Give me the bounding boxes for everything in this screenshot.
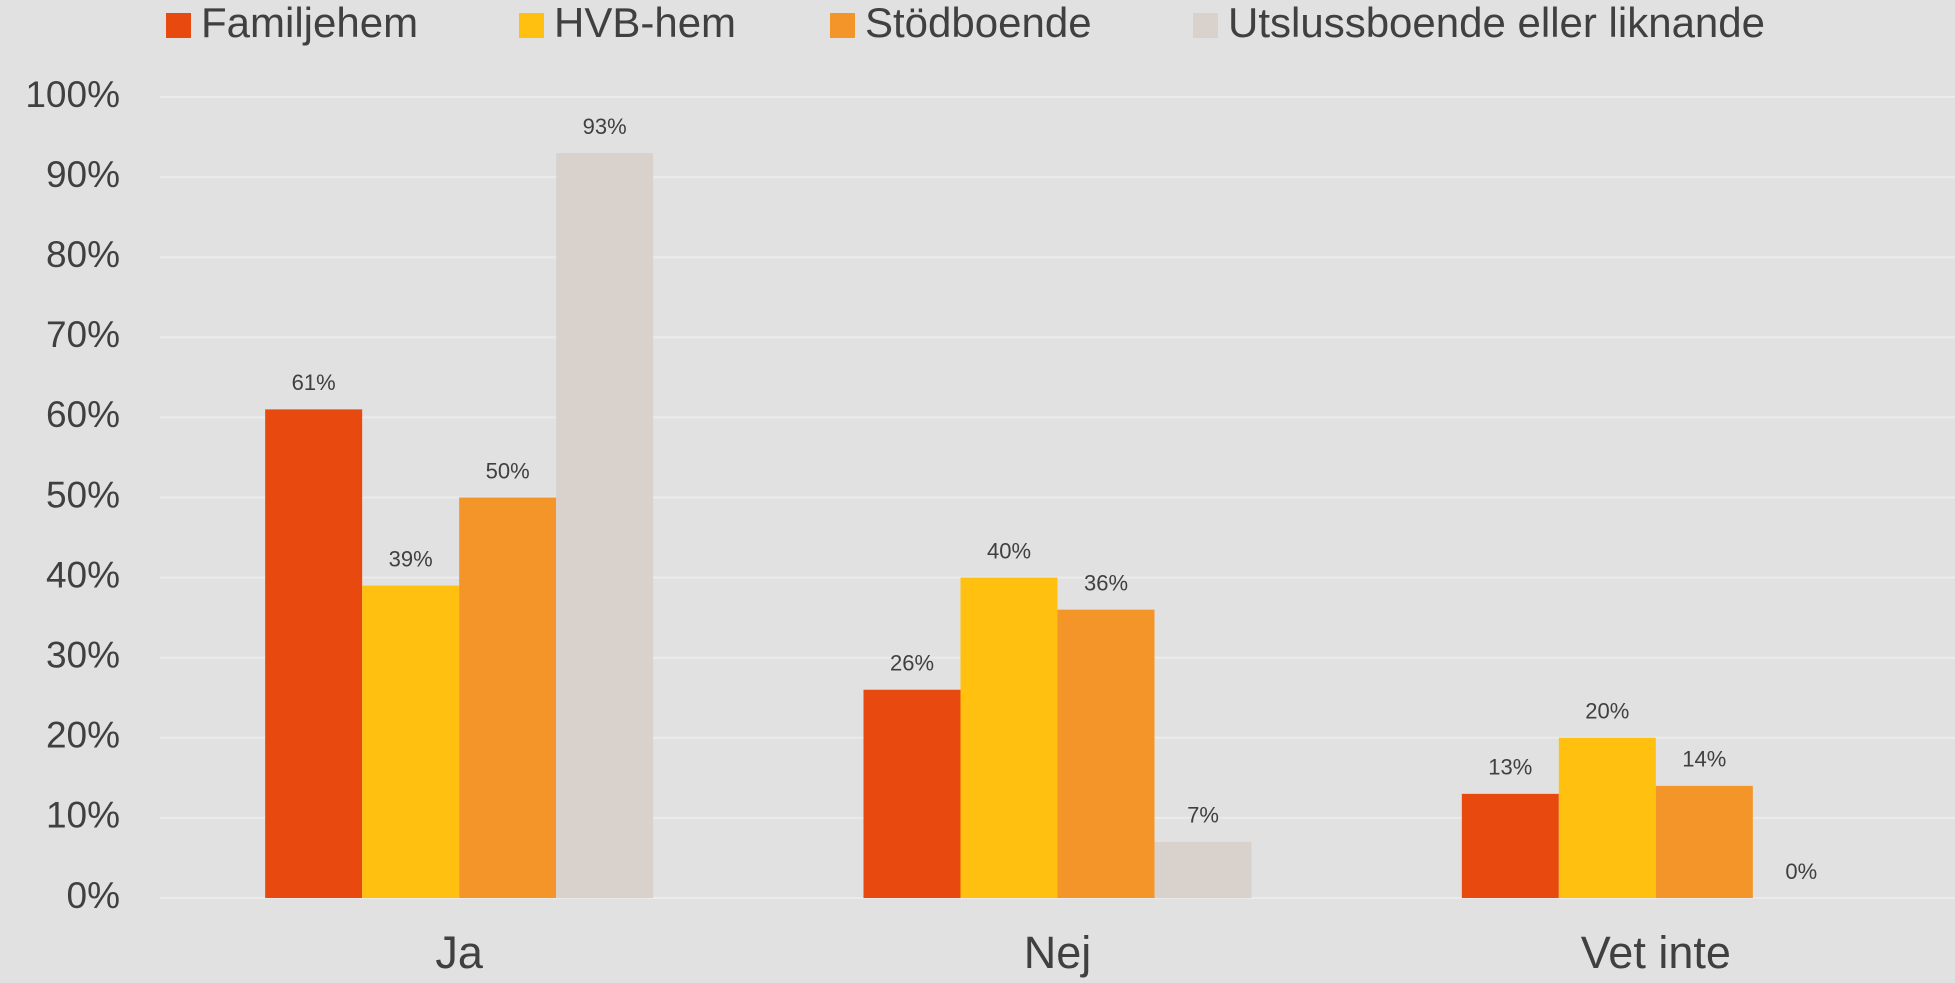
legend-label: Stödboende xyxy=(865,0,1092,46)
y-tick-label: 50% xyxy=(46,474,120,515)
value-label: 50% xyxy=(486,458,530,483)
value-label: 61% xyxy=(292,370,336,395)
value-label: 14% xyxy=(1682,747,1726,772)
y-tick-label: 30% xyxy=(46,634,120,675)
legend-swatch xyxy=(830,13,855,38)
value-label: 20% xyxy=(1585,699,1629,724)
bar xyxy=(362,585,460,898)
bar xyxy=(960,577,1058,898)
bar xyxy=(459,497,557,898)
y-tick-label: 60% xyxy=(46,394,120,435)
bar xyxy=(1154,841,1252,898)
legend-label: Utslussboende eller liknande xyxy=(1228,0,1765,46)
x-tick-label: Vet inte xyxy=(1581,927,1731,978)
legend-swatch xyxy=(166,13,191,38)
value-label: 36% xyxy=(1084,570,1128,595)
value-label: 40% xyxy=(987,538,1031,563)
legend-swatch xyxy=(1193,13,1218,38)
value-label: 7% xyxy=(1187,803,1219,828)
bar xyxy=(265,409,363,898)
value-label: 0% xyxy=(1785,859,1817,884)
bar xyxy=(1057,609,1155,898)
value-label: 26% xyxy=(890,651,934,676)
bar xyxy=(556,153,654,898)
y-tick-label: 70% xyxy=(46,314,120,355)
y-tick-label: 20% xyxy=(46,715,120,756)
y-tick-label: 100% xyxy=(25,74,120,115)
value-label: 93% xyxy=(583,114,627,139)
bar xyxy=(863,689,961,898)
value-label: 13% xyxy=(1488,755,1532,780)
y-tick-label: 90% xyxy=(46,154,120,195)
x-tick-label: Nej xyxy=(1024,927,1092,978)
bar xyxy=(1558,737,1656,898)
legend-label: Familjehem xyxy=(201,0,418,46)
bar xyxy=(1655,785,1753,898)
x-tick-label: Ja xyxy=(435,927,484,978)
y-tick-label: 40% xyxy=(46,554,120,595)
value-label: 39% xyxy=(389,546,433,571)
y-tick-label: 10% xyxy=(46,795,120,836)
legend-label: HVB-hem xyxy=(554,0,736,46)
bar xyxy=(1461,793,1559,898)
y-tick-label: 80% xyxy=(46,234,120,275)
y-tick-label: 0% xyxy=(67,875,120,916)
legend-swatch xyxy=(519,13,544,38)
